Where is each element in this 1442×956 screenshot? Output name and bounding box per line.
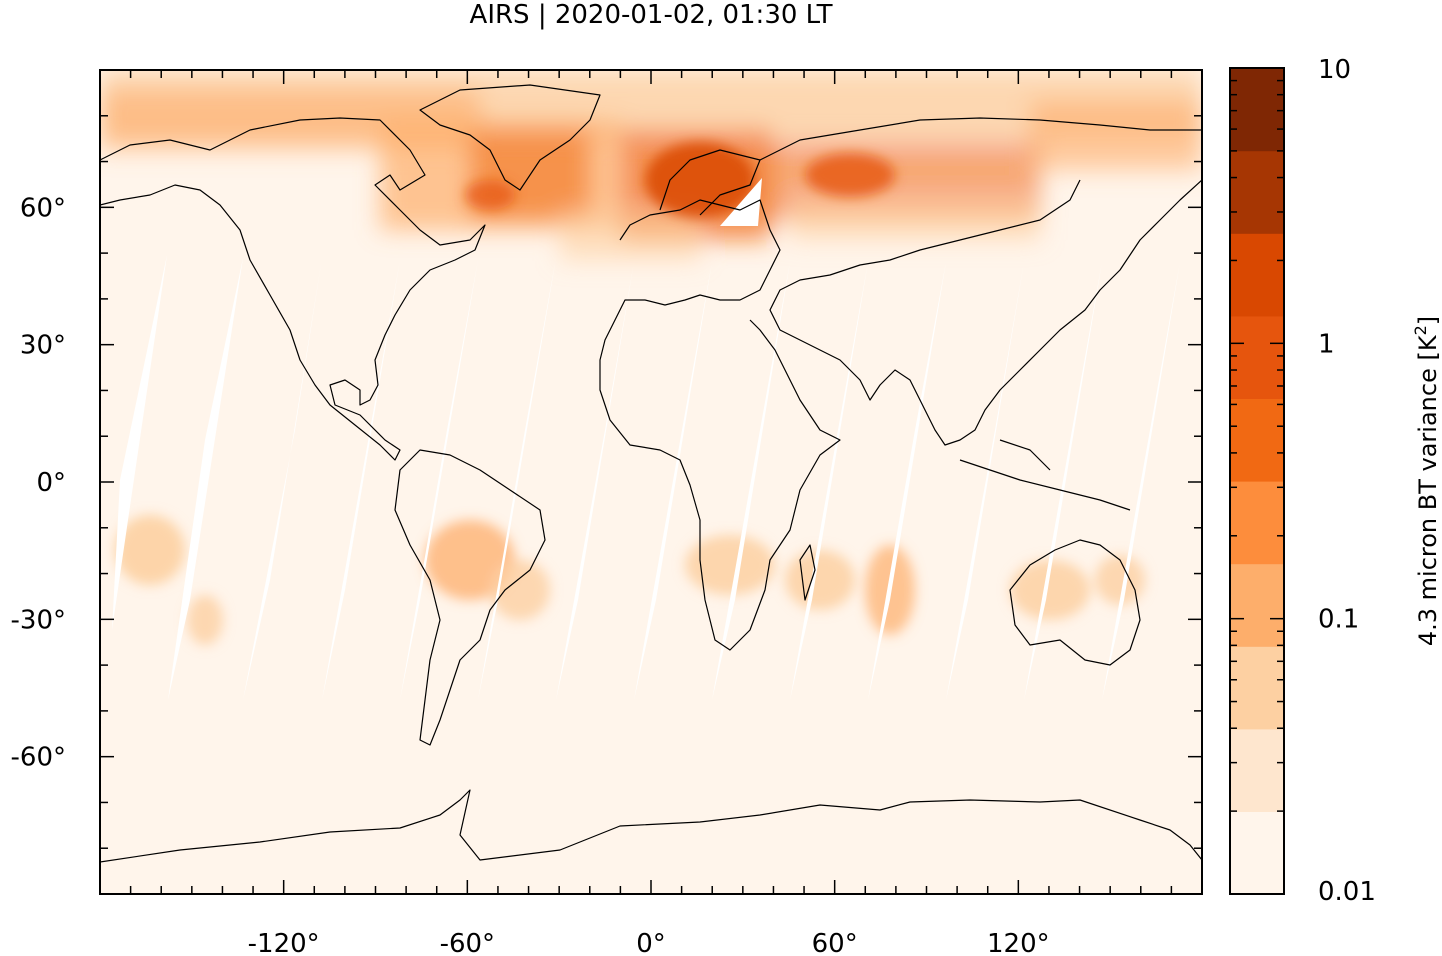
y-tick-label: 0° (36, 468, 66, 498)
australia-outline (1009, 539, 1141, 666)
y-tick-label: 30° (20, 331, 66, 361)
colorbar-tick-label: 1 (1318, 329, 1335, 359)
map-plot-area (100, 70, 1202, 894)
x-tick-label: 60° (812, 929, 858, 956)
coastlines (100, 84, 1202, 863)
greenland-outline (419, 84, 601, 191)
colorbar-label: 4.3 micron BT variance [K2] (1411, 316, 1442, 646)
colorbar-band (1230, 728, 1284, 812)
colorbar-band (1230, 398, 1284, 482)
map-ticks (100, 70, 1202, 894)
colorbar-frame (1229, 67, 1285, 895)
swath-gaps (112, 178, 1180, 700)
x-axis-labels: -120° -60° 0° 60° 120° (248, 929, 1050, 956)
colorbar-tick-label: 0.01 (1318, 877, 1376, 907)
variance-field (100, 70, 1202, 645)
y-axis-labels: 60° 30° 0° -30° -60° (11, 193, 66, 772)
colorbar-tick-label: 10 (1318, 55, 1351, 85)
scandinavia-outline (659, 149, 761, 216)
colorbar-band (1230, 150, 1284, 234)
colorbar-band (1230, 646, 1284, 730)
colorbar-band (1230, 481, 1284, 565)
antarctica-outline (100, 789, 1202, 863)
colorbar-ticks (1230, 79, 1284, 895)
europe-africa-outline (599, 199, 841, 651)
colorbar-tick-label: 0.1 (1318, 605, 1359, 635)
y-tick-label: -30° (11, 605, 66, 635)
north-america-outline (100, 117, 486, 461)
y-tick-label: 60° (20, 193, 66, 223)
x-tick-label: 0° (636, 929, 666, 956)
x-tick-label: -60° (440, 929, 495, 956)
x-tick-label: -120° (248, 929, 320, 956)
colorbar (1230, 68, 1284, 895)
colorbar-band (1230, 315, 1284, 399)
colorbar-band (1230, 233, 1284, 317)
map-title: AIRS | 2020-01-02, 01:30 LT (469, 0, 833, 30)
x-tick-label: 120° (987, 929, 1050, 956)
colorbar-band (1230, 563, 1284, 647)
colorbar-band (1230, 811, 1284, 895)
south-america-outline (394, 449, 546, 746)
colorbar-tick-labels: 10 1 0.1 0.01 (1318, 55, 1376, 907)
y-tick-label: -60° (11, 743, 66, 773)
colorbar-band (1230, 68, 1284, 152)
madagascar-outline (799, 544, 816, 601)
maritime-islands-outline (959, 439, 1131, 511)
asia-outline (759, 117, 1202, 446)
